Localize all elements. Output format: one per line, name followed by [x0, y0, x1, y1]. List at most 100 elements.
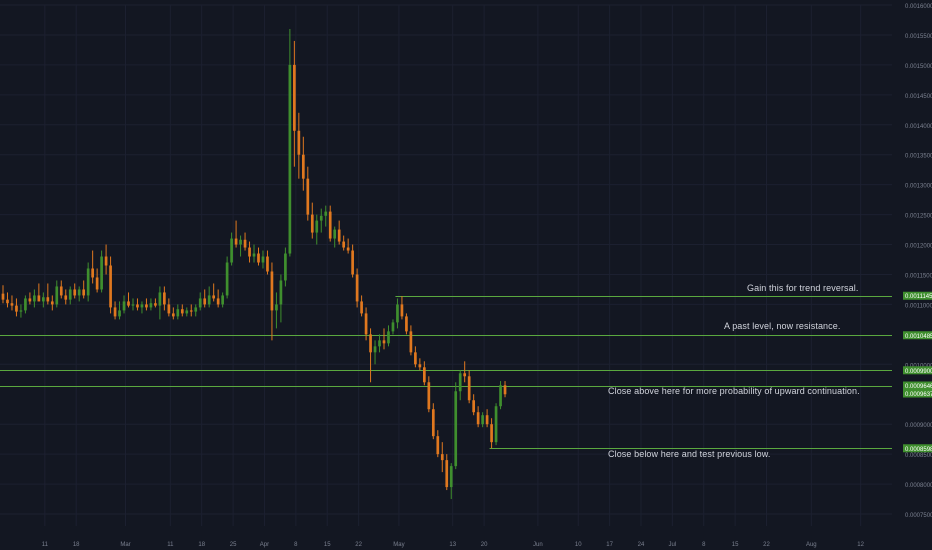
candle-body: [310, 214, 314, 233]
horizontal-levels: [0, 296, 892, 449]
candle-body: [351, 250, 354, 275]
candle-body: [378, 340, 381, 347]
candle-body: [319, 215, 323, 221]
candle-body: [503, 385, 507, 395]
candle-body: [207, 295, 211, 305]
x-tick-label: 24: [638, 542, 645, 548]
candle-body: [391, 322, 395, 332]
candle-body: [145, 304, 148, 308]
level-price-text: 0.0009646: [905, 384, 932, 390]
x-tick-label: 8: [702, 542, 706, 548]
level-price-tag: [903, 366, 932, 375]
candle-body: [288, 64, 292, 254]
candle-body: [355, 274, 359, 302]
candle-body: [364, 313, 368, 335]
x-tick-label: 12: [857, 542, 864, 548]
candle-body: [405, 316, 408, 332]
level-price-text: 0.0008598: [905, 447, 932, 453]
x-tick-label: 22: [355, 542, 362, 548]
candle-body: [306, 178, 310, 215]
candle-body: [180, 309, 184, 314]
candle-body: [490, 424, 493, 443]
candle-body: [46, 297, 50, 302]
candle-body: [59, 286, 63, 296]
candle-body: [454, 391, 458, 467]
candle-body: [449, 466, 453, 488]
x-tick-label: 18: [198, 542, 205, 548]
candle-body: [73, 289, 77, 296]
candle-body: [19, 310, 23, 312]
candle-body: [100, 256, 103, 290]
candle-body: [28, 298, 32, 302]
candle-body: [82, 289, 86, 296]
candle-body: [15, 305, 18, 312]
y-tick-label: 0.0015500: [905, 34, 932, 40]
candle-body: [476, 412, 480, 425]
candle-body: [86, 268, 90, 296]
candle-body: [109, 265, 112, 308]
candle-body: [440, 454, 444, 461]
y-tick-label: 0.0013000: [905, 184, 932, 190]
candle-body: [118, 310, 121, 317]
candle-body: [360, 301, 363, 314]
candle-body: [248, 247, 251, 257]
y-tick-label: 0.0008500: [905, 453, 932, 459]
candle-body: [194, 307, 198, 312]
candle-body: [203, 298, 207, 305]
y-tick-label: 0.0015000: [905, 64, 932, 70]
candle-body: [301, 154, 305, 179]
annotation-close-below: Close below here and test previous low.: [608, 449, 771, 459]
candle-body: [382, 340, 386, 344]
candle-body: [239, 239, 242, 245]
candle-body: [198, 298, 202, 308]
candle-body: [293, 64, 296, 131]
y-tick-label: 0.0011000: [905, 303, 932, 309]
candle-body: [225, 262, 229, 296]
level-price-tag: [903, 444, 932, 453]
candle-body: [270, 271, 274, 311]
level-price-text: 0.0009900: [905, 369, 932, 375]
x-tick-label: Jun: [533, 542, 543, 548]
candle-body: [328, 211, 332, 239]
candle-body: [55, 286, 59, 305]
level-price-text: 0.0009637: [905, 392, 932, 398]
candle-body: [342, 241, 346, 248]
candle-body: [423, 367, 426, 383]
candle-body: [136, 304, 139, 308]
candle-body: [216, 298, 220, 305]
candle-body: [10, 303, 14, 306]
y-tick-label: 0.0011500: [905, 273, 932, 279]
candle-body: [104, 256, 108, 266]
x-tick-label: Mar: [120, 542, 130, 548]
x-tick-label: 10: [575, 542, 582, 548]
candle-body: [252, 253, 256, 257]
candle-body: [387, 331, 390, 344]
candle-body: [158, 292, 162, 306]
y-tick-label: 0.0009000: [905, 423, 932, 429]
annotation-past-level: A past level, now resistance.: [724, 321, 841, 331]
candle-body: [64, 295, 68, 300]
candle-body: [6, 299, 9, 304]
y-tick-label: 0.0012000: [905, 244, 932, 250]
candle-body: [68, 289, 72, 300]
x-tick-label: Jul: [669, 542, 677, 548]
candle-body: [149, 303, 153, 308]
candle-body: [221, 295, 224, 305]
candle-body: [41, 297, 45, 302]
y-tick-label: 0.0008000: [905, 483, 932, 489]
candle-body: [458, 373, 462, 392]
candle-body: [409, 331, 413, 353]
time-axis: 11 18 Mar 11 18 25 Apr 8 15 22 May 13 20 Jun 10 17 24 Jul…: [42, 542, 865, 548]
x-tick-label: Aug: [806, 542, 817, 548]
candle-body: [427, 382, 431, 410]
candle-body: [279, 280, 283, 305]
candle-body: [171, 313, 175, 317]
candle-body: [333, 229, 337, 239]
x-tick-label: Apr: [260, 542, 269, 548]
x-tick-label: 11: [167, 542, 174, 548]
candle-body: [257, 253, 260, 263]
x-tick-label: 8: [294, 542, 298, 548]
candle-body: [140, 304, 144, 308]
